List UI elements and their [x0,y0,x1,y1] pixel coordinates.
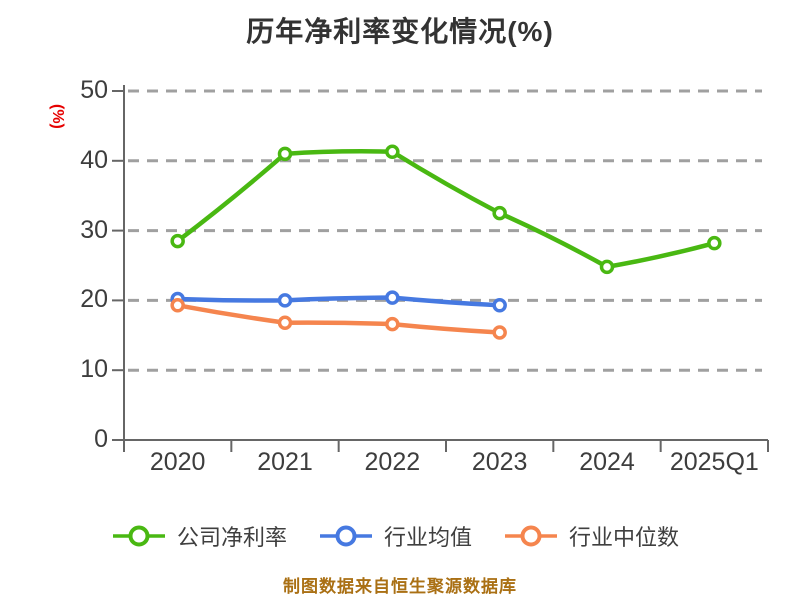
data-point-industry-median [277,315,293,330]
legend-label: 行业均值 [384,525,473,550]
data-point-company-net-margin [492,205,507,221]
data-point-industry-median [170,298,185,313]
legend: 公司净利率 行业均值 行业中位数 [0,520,800,552]
x-tick-label: 2021 [257,448,313,476]
data-point-company-net-margin [707,235,722,251]
y-tick-label: 0 [94,425,108,453]
data-point-company-net-margin [599,259,615,275]
chart-title: 历年净利率变化情况(%) [246,16,554,47]
legend-marker-icon [320,525,373,547]
series-line-industry-median [175,303,502,335]
x-tick-label: 2022 [364,448,421,476]
series-line-industry-mean [175,295,502,308]
x-tick-label: 2024 [579,448,635,476]
y-axis-unit-label: (%) [49,104,66,129]
x-tick-label: 2025Q1 [669,448,759,476]
y-tick-label: 30 [80,215,108,244]
data-point-company-net-margin [170,233,185,249]
data-point-industry-median [492,325,507,340]
data-point-industry-median [385,316,400,332]
y-tick-label: 20 [80,285,108,314]
data-point-industry-mean [492,298,507,313]
data-point-company-net-margin [385,144,400,159]
series-line-company-net-margin [175,149,717,270]
data-point-company-net-margin [277,146,293,162]
legend-item-industry-mean: 行业均值 [319,520,472,552]
data-source-note: 制图数据来自恒生聚源数据库 [283,577,517,596]
y-tick-label: 50 [80,76,108,104]
legend-marker-icon [505,525,558,547]
y-tick-label: 40 [80,145,108,174]
legend-item-company-net-margin: 公司净利率 [112,520,287,552]
legend-label: 行业中位数 [569,525,680,550]
x-tick-label: 2020 [149,448,206,476]
x-tick-label: 2023 [471,448,528,476]
y-tick-label: 10 [80,355,108,384]
legend-marker-icon [113,525,165,547]
legend-item-industry-median: 行业中位数 [504,520,679,552]
legend-label: 公司净利率 [177,525,288,550]
data-point-industry-mean [385,290,400,305]
data-point-industry-mean [277,293,293,308]
